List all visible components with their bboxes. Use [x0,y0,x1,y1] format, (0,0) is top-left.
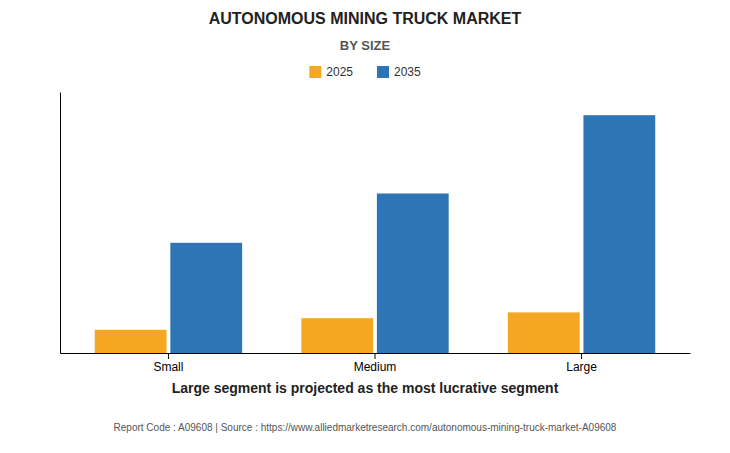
bar [95,330,167,353]
bar [508,312,580,353]
source: Report Code : A09608 | Source : https://… [114,422,617,433]
legend-label: 2035 [394,65,421,79]
x-tick: Large [566,353,597,374]
x-tick-mark [581,353,582,359]
subtitle: BY SIZE [340,38,391,53]
x-tick-label: Large [566,360,597,374]
x-tick-mark [168,353,169,359]
bar [170,243,242,353]
bars [95,115,655,353]
x-tick-label: Medium [354,360,397,374]
y-axis-line [60,93,61,354]
bar [377,194,449,354]
x-tick-label: Small [153,360,183,374]
x-tick: Medium [354,353,397,374]
footnote: Large segment is projected as the most l… [172,380,559,396]
x-tick: Small [153,353,183,374]
legend-swatch [309,66,321,78]
chart: AUTONOMOUS MINING TRUCK MARKET BY SIZE 202… [0,0,730,453]
legend-label: 2025 [326,65,353,79]
bar [301,318,373,353]
legend: 2025 2035 [309,65,421,79]
y-axis [60,93,61,354]
plot-area: Small Medium Large [61,93,691,374]
bar [583,115,655,353]
legend-item: 2025 [309,65,353,79]
x-tick-mark [375,353,376,359]
legend-swatch [377,66,389,78]
x-axis: Small Medium Large [61,353,691,374]
legend-item: 2035 [377,65,421,79]
title: AUTONOMOUS MINING TRUCK MARKET [209,10,522,27]
